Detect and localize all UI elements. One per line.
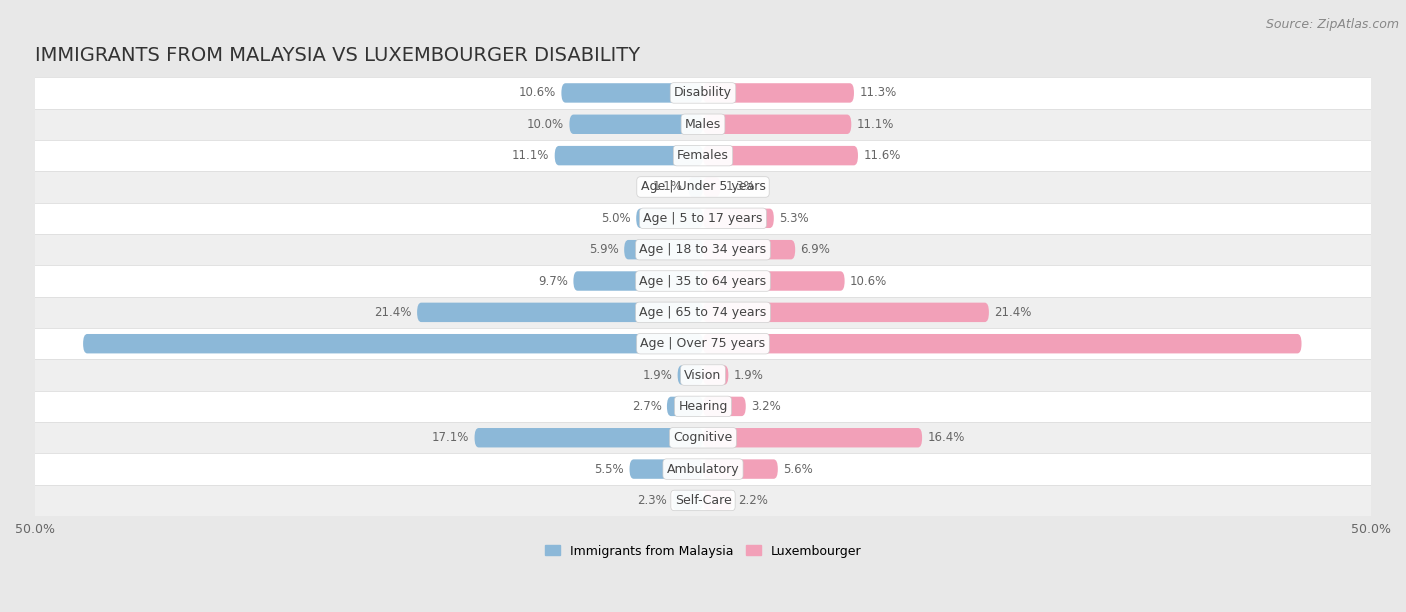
Text: 2.3%: 2.3% bbox=[637, 494, 666, 507]
FancyBboxPatch shape bbox=[418, 303, 703, 322]
FancyBboxPatch shape bbox=[678, 365, 703, 385]
Text: 5.5%: 5.5% bbox=[595, 463, 624, 476]
FancyBboxPatch shape bbox=[703, 146, 858, 165]
Text: 5.6%: 5.6% bbox=[783, 463, 813, 476]
Text: 44.8%: 44.8% bbox=[1323, 337, 1364, 350]
Text: 5.9%: 5.9% bbox=[589, 243, 619, 256]
FancyBboxPatch shape bbox=[703, 365, 728, 385]
FancyBboxPatch shape bbox=[21, 359, 1385, 390]
Text: 16.4%: 16.4% bbox=[928, 431, 965, 444]
FancyBboxPatch shape bbox=[561, 83, 703, 103]
FancyBboxPatch shape bbox=[703, 271, 845, 291]
Legend: Immigrants from Malaysia, Luxembourger: Immigrants from Malaysia, Luxembourger bbox=[540, 540, 866, 562]
Text: 11.6%: 11.6% bbox=[863, 149, 901, 162]
FancyBboxPatch shape bbox=[703, 428, 922, 447]
Text: 9.7%: 9.7% bbox=[538, 275, 568, 288]
FancyBboxPatch shape bbox=[630, 460, 703, 479]
FancyBboxPatch shape bbox=[703, 491, 733, 510]
FancyBboxPatch shape bbox=[21, 234, 1385, 266]
FancyBboxPatch shape bbox=[689, 177, 703, 196]
FancyBboxPatch shape bbox=[624, 240, 703, 259]
Text: 21.4%: 21.4% bbox=[374, 306, 412, 319]
Text: Females: Females bbox=[678, 149, 728, 162]
Text: Vision: Vision bbox=[685, 368, 721, 381]
Text: Age | Over 75 years: Age | Over 75 years bbox=[641, 337, 765, 350]
Text: Age | 18 to 34 years: Age | 18 to 34 years bbox=[640, 243, 766, 256]
FancyBboxPatch shape bbox=[21, 266, 1385, 297]
FancyBboxPatch shape bbox=[21, 453, 1385, 485]
Text: 1.9%: 1.9% bbox=[734, 368, 763, 381]
Text: 3.2%: 3.2% bbox=[751, 400, 780, 413]
Text: Source: ZipAtlas.com: Source: ZipAtlas.com bbox=[1265, 18, 1399, 31]
Text: Self-Care: Self-Care bbox=[675, 494, 731, 507]
FancyBboxPatch shape bbox=[703, 114, 851, 134]
FancyBboxPatch shape bbox=[83, 334, 703, 353]
Text: Age | 5 to 17 years: Age | 5 to 17 years bbox=[644, 212, 762, 225]
FancyBboxPatch shape bbox=[636, 209, 703, 228]
Text: Males: Males bbox=[685, 118, 721, 131]
FancyBboxPatch shape bbox=[703, 334, 1302, 353]
Text: 5.0%: 5.0% bbox=[602, 212, 631, 225]
FancyBboxPatch shape bbox=[703, 177, 720, 196]
Text: Age | 35 to 64 years: Age | 35 to 64 years bbox=[640, 275, 766, 288]
Text: 6.9%: 6.9% bbox=[800, 243, 831, 256]
FancyBboxPatch shape bbox=[574, 271, 703, 291]
FancyBboxPatch shape bbox=[475, 428, 703, 447]
Text: 5.3%: 5.3% bbox=[779, 212, 808, 225]
FancyBboxPatch shape bbox=[21, 140, 1385, 171]
FancyBboxPatch shape bbox=[569, 114, 703, 134]
Text: 21.4%: 21.4% bbox=[994, 306, 1032, 319]
FancyBboxPatch shape bbox=[21, 77, 1385, 108]
Text: 11.1%: 11.1% bbox=[512, 149, 550, 162]
FancyBboxPatch shape bbox=[672, 491, 703, 510]
FancyBboxPatch shape bbox=[21, 297, 1385, 328]
Text: IMMIGRANTS FROM MALAYSIA VS LUXEMBOURGER DISABILITY: IMMIGRANTS FROM MALAYSIA VS LUXEMBOURGER… bbox=[35, 46, 640, 65]
Text: 1.3%: 1.3% bbox=[725, 181, 755, 193]
FancyBboxPatch shape bbox=[703, 397, 745, 416]
Text: 17.1%: 17.1% bbox=[432, 431, 470, 444]
FancyBboxPatch shape bbox=[703, 303, 988, 322]
Text: Disability: Disability bbox=[673, 86, 733, 99]
Text: Age | 65 to 74 years: Age | 65 to 74 years bbox=[640, 306, 766, 319]
FancyBboxPatch shape bbox=[21, 108, 1385, 140]
FancyBboxPatch shape bbox=[21, 485, 1385, 516]
FancyBboxPatch shape bbox=[21, 328, 1385, 359]
FancyBboxPatch shape bbox=[703, 460, 778, 479]
Text: Hearing: Hearing bbox=[678, 400, 728, 413]
Text: 10.6%: 10.6% bbox=[851, 275, 887, 288]
Text: 46.4%: 46.4% bbox=[42, 337, 83, 350]
Text: 11.3%: 11.3% bbox=[859, 86, 897, 99]
Text: Cognitive: Cognitive bbox=[673, 431, 733, 444]
Text: 10.0%: 10.0% bbox=[527, 118, 564, 131]
FancyBboxPatch shape bbox=[703, 240, 796, 259]
FancyBboxPatch shape bbox=[21, 203, 1385, 234]
FancyBboxPatch shape bbox=[703, 209, 773, 228]
Text: 1.9%: 1.9% bbox=[643, 368, 672, 381]
FancyBboxPatch shape bbox=[703, 83, 853, 103]
Text: 10.6%: 10.6% bbox=[519, 86, 555, 99]
Text: 2.2%: 2.2% bbox=[738, 494, 768, 507]
FancyBboxPatch shape bbox=[666, 397, 703, 416]
Text: 2.7%: 2.7% bbox=[631, 400, 662, 413]
Text: 11.1%: 11.1% bbox=[856, 118, 894, 131]
Text: Ambulatory: Ambulatory bbox=[666, 463, 740, 476]
Text: 1.1%: 1.1% bbox=[652, 181, 683, 193]
FancyBboxPatch shape bbox=[21, 390, 1385, 422]
FancyBboxPatch shape bbox=[555, 146, 703, 165]
FancyBboxPatch shape bbox=[21, 171, 1385, 203]
Text: Age | Under 5 years: Age | Under 5 years bbox=[641, 181, 765, 193]
FancyBboxPatch shape bbox=[21, 422, 1385, 453]
